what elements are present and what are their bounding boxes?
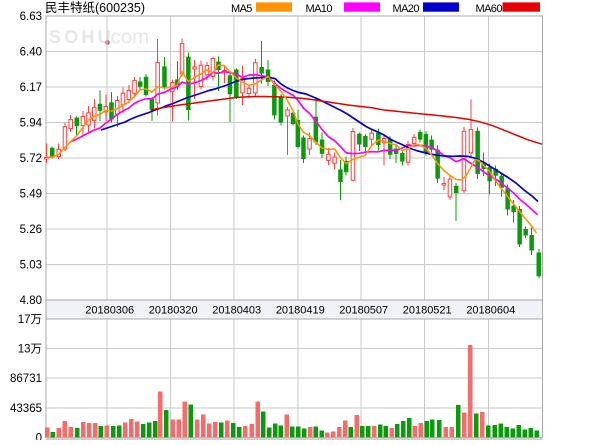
svg-text:6.17: 6.17 [20, 82, 42, 94]
svg-text:SOHU: SOHU [49, 27, 114, 47]
svg-text:5.72: 5.72 [20, 153, 42, 165]
svg-text:86731: 86731 [10, 373, 42, 385]
svg-text:20180306: 20180306 [85, 305, 134, 317]
svg-text:MA20: MA20 [393, 3, 420, 15]
svg-text:20180521: 20180521 [403, 305, 452, 317]
svg-text:43365: 43365 [10, 403, 42, 415]
svg-text:MA60: MA60 [476, 3, 503, 15]
svg-text:20180419: 20180419 [276, 305, 325, 317]
svg-text:13万: 13万 [18, 344, 42, 356]
svg-text:5.94: 5.94 [20, 118, 43, 130]
svg-text:com: com [111, 26, 150, 49]
svg-text:6.40: 6.40 [20, 47, 42, 59]
svg-text:民丰特纸(600235): 民丰特纸(600235) [45, 0, 145, 15]
svg-text:20180403: 20180403 [212, 305, 261, 317]
svg-text:20180507: 20180507 [339, 305, 388, 317]
svg-text:5.03: 5.03 [20, 260, 42, 272]
svg-text:4.80: 4.80 [20, 295, 42, 307]
svg-text:5.26: 5.26 [20, 224, 42, 236]
svg-text:5.49: 5.49 [20, 189, 42, 201]
svg-text:6.63: 6.63 [20, 11, 42, 23]
svg-text:17万: 17万 [18, 314, 42, 326]
svg-text:20180604: 20180604 [466, 305, 515, 317]
svg-text:MA10: MA10 [306, 3, 333, 15]
svg-text:20180320: 20180320 [149, 305, 198, 317]
svg-text:0: 0 [36, 433, 42, 441]
svg-text:MA5: MA5 [231, 3, 252, 15]
